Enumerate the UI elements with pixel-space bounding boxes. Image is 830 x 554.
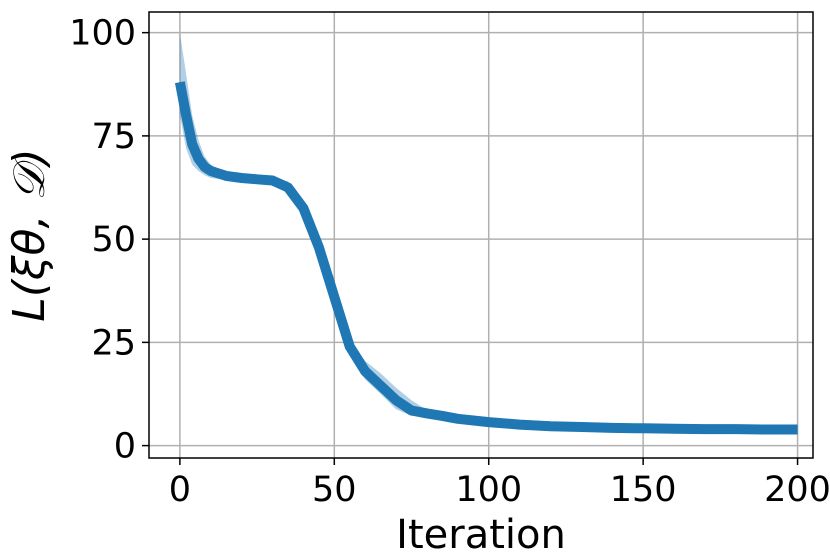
y-tick-label: 50	[91, 220, 136, 260]
x-tick-label: 50	[312, 470, 357, 510]
x-tick-label: 100	[455, 470, 522, 510]
grid-lines	[149, 12, 813, 458]
x-axis-ticks: 0 50 100 150 200	[169, 458, 830, 510]
x-tick-label: 200	[764, 470, 830, 510]
y-tick-label: 100	[69, 14, 136, 54]
y-tick-label: 0	[114, 427, 136, 467]
y-axis-ticks: 0 25 50 75 100	[69, 14, 149, 467]
x-axis-label: Iteration	[396, 512, 566, 554]
x-tick-label: 150	[610, 470, 677, 510]
y-tick-label: 75	[91, 117, 136, 157]
loss-line-layer	[174, 81, 798, 435]
y-tick-label: 25	[91, 323, 136, 363]
y-axis-label: L(ξθ, 𝒟)	[4, 148, 55, 321]
plot-frame	[148, 11, 814, 459]
x-tick-label: 0	[169, 470, 191, 510]
loss-line	[174, 81, 798, 435]
